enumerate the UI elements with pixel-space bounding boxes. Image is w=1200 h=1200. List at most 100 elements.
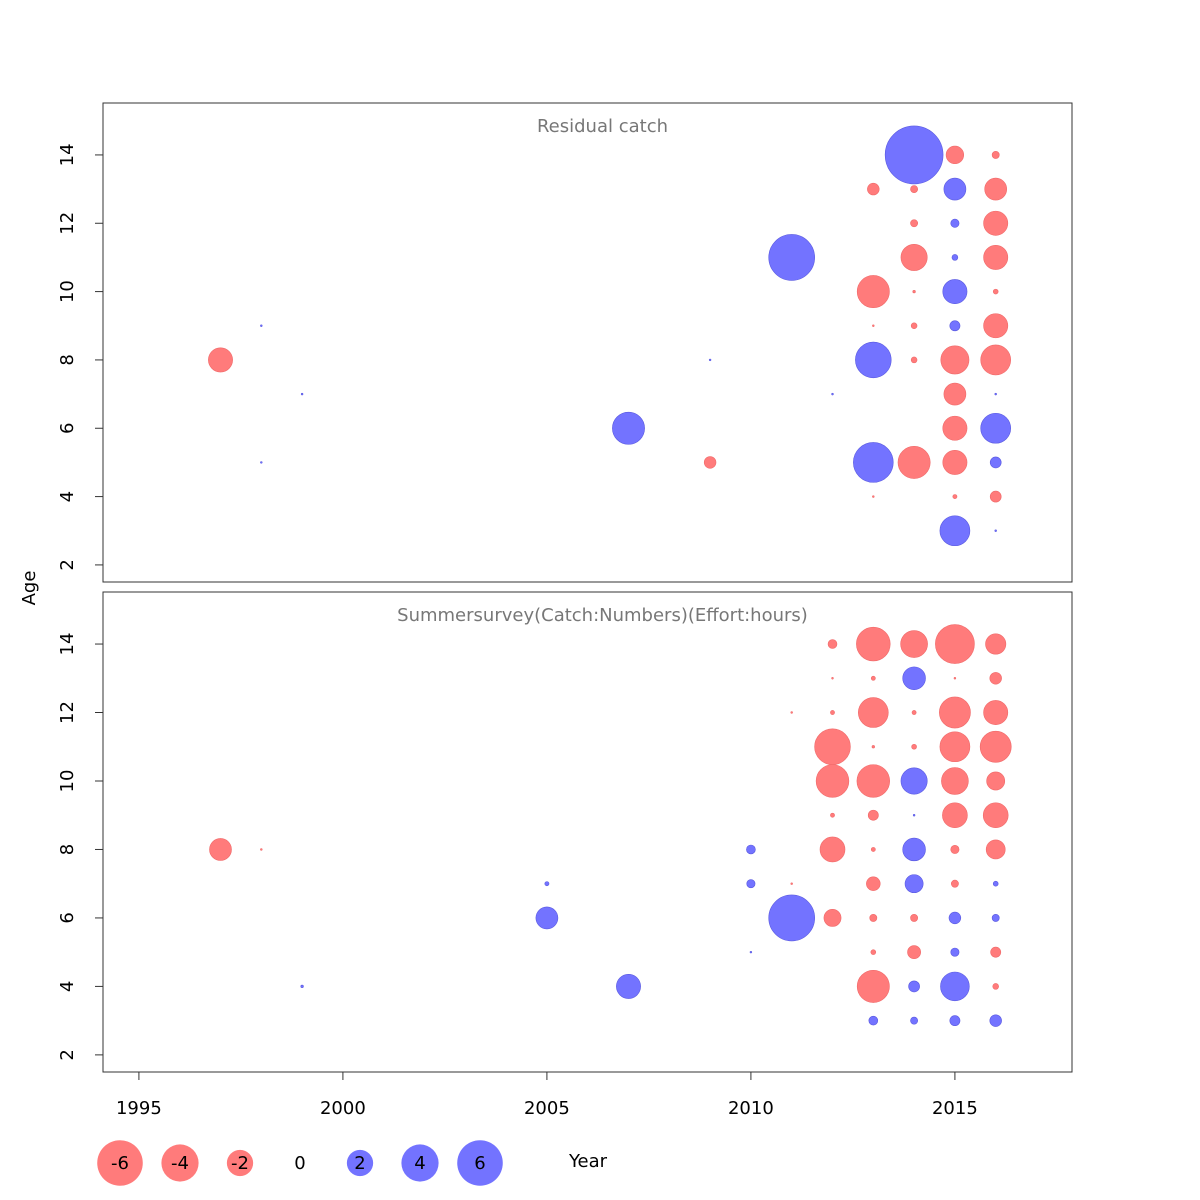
y-tick-label: 12 — [57, 701, 78, 724]
bubble — [983, 245, 1009, 270]
bubble — [910, 219, 919, 228]
bubble — [749, 950, 753, 954]
bubble — [856, 969, 890, 1003]
bubble — [940, 971, 970, 1002]
bubble — [708, 358, 712, 362]
y-tick-label: 6 — [57, 423, 78, 434]
bubble — [900, 767, 928, 795]
bubble — [942, 449, 968, 475]
legend-bubble — [346, 1149, 374, 1177]
bubble — [830, 710, 835, 715]
bubble — [902, 837, 926, 862]
y-axis-label: Age — [19, 571, 40, 606]
bubble — [746, 879, 756, 889]
bubble — [979, 730, 1012, 763]
bubble — [940, 345, 970, 375]
legend-bubble — [97, 1140, 143, 1186]
bubble — [260, 461, 263, 464]
bubble — [858, 697, 889, 728]
legend-label: -6 — [111, 1153, 129, 1174]
bubble — [989, 456, 1002, 469]
x-tick-label: 1995 — [116, 1098, 162, 1119]
bubble — [208, 347, 233, 373]
bubble — [768, 894, 815, 942]
y-tick-label: 14 — [57, 633, 78, 656]
panel-title: Residual catch — [537, 116, 668, 137]
bubble — [982, 802, 1009, 829]
y-tick-label: 2 — [57, 559, 78, 570]
bubble — [827, 639, 838, 649]
bubble — [950, 947, 960, 957]
bubble — [992, 983, 999, 990]
x-tick-label: 2010 — [728, 1098, 774, 1119]
bubble — [980, 344, 1011, 376]
bubble — [300, 984, 304, 989]
bubble — [952, 494, 958, 499]
bubble — [939, 731, 971, 763]
y-tick-label: 2 — [57, 1049, 78, 1060]
x-tick-label: 2000 — [320, 1098, 366, 1119]
bubble — [948, 911, 962, 925]
y-tick-label: 12 — [57, 212, 78, 235]
bubble — [986, 771, 1006, 791]
bubble — [983, 210, 1009, 236]
bubble — [902, 666, 926, 690]
x-axis-label: Year — [568, 1151, 608, 1172]
bubble — [814, 728, 851, 765]
y-tick-label: 4 — [57, 491, 78, 502]
y-tick-label: 14 — [57, 143, 78, 166]
bubble — [942, 279, 968, 305]
bubble — [872, 495, 875, 498]
bubble — [900, 630, 928, 658]
bubble — [612, 411, 645, 445]
bubble — [949, 1015, 961, 1027]
bubble — [830, 812, 835, 818]
legend-bubble — [401, 1144, 439, 1182]
bubble — [866, 876, 881, 891]
bubble — [985, 839, 1006, 860]
legend-label: 6 — [474, 1153, 485, 1174]
bubble — [870, 847, 876, 852]
legend-label: 4 — [414, 1153, 425, 1174]
bubble — [871, 745, 875, 749]
bubble — [884, 125, 944, 185]
bubble — [831, 677, 834, 680]
bubble — [992, 880, 999, 887]
bubble — [910, 1016, 919, 1025]
bubble — [870, 675, 876, 681]
bubble — [943, 382, 967, 406]
y-tick-label: 10 — [57, 770, 78, 793]
bubble — [819, 836, 846, 863]
bubble — [942, 802, 968, 829]
y-tick-label: 6 — [57, 912, 78, 923]
bubble — [815, 764, 850, 798]
bubble — [535, 906, 559, 930]
bubble — [992, 288, 999, 295]
bubble — [616, 973, 641, 999]
bubble — [904, 874, 924, 894]
bubble — [908, 980, 920, 993]
bubble — [994, 392, 997, 396]
bubble — [768, 234, 815, 281]
bubble — [856, 626, 891, 662]
bubble — [983, 700, 1009, 725]
bubble — [991, 151, 1000, 159]
bubble — [990, 946, 1002, 958]
bubble — [911, 743, 917, 750]
bubble — [953, 677, 957, 680]
legend-label: -2 — [231, 1153, 249, 1174]
bubble — [950, 218, 960, 228]
bubble — [951, 879, 959, 888]
bubble — [853, 442, 894, 483]
bubble — [939, 515, 971, 547]
bubble — [991, 914, 1000, 922]
legend-bubble — [226, 1149, 254, 1177]
x-tick-label: 2015 — [932, 1098, 978, 1119]
bubble — [912, 289, 916, 294]
bubble — [867, 809, 879, 821]
bubble — [872, 324, 875, 327]
bubble — [260, 324, 263, 327]
bubble — [949, 320, 961, 332]
bubble — [856, 764, 890, 798]
y-tick-label: 10 — [57, 280, 78, 303]
